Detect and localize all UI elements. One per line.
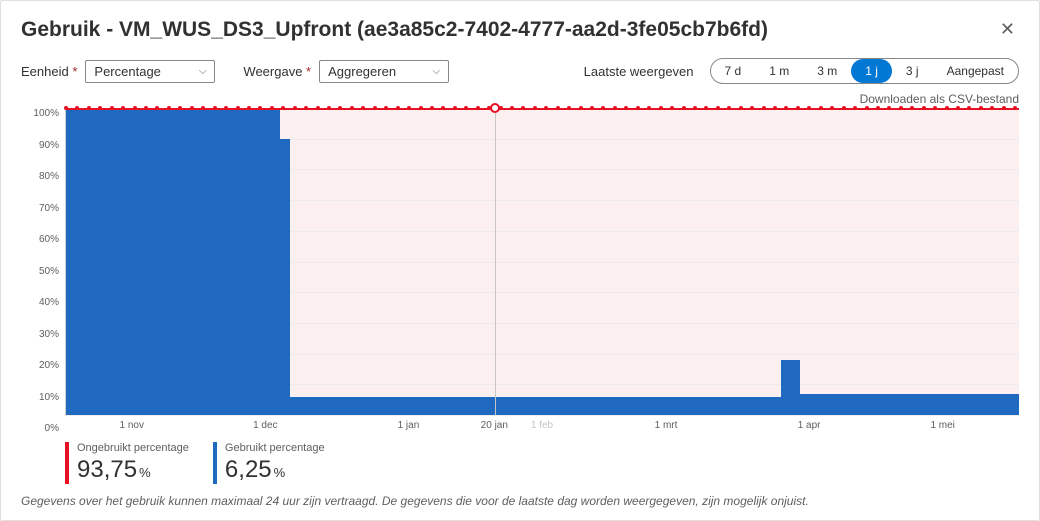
required-marker: * [306, 64, 311, 79]
footnote: Gegevens over het gebruik kunnen maximaa… [21, 488, 1019, 508]
x-axis: 1 nov 1 dec 1 jan 20 jan 1 feb 1 mrt 1 apr 1 me… [65, 416, 1019, 434]
y-tick: 90% [21, 140, 59, 151]
controls-bar: Eenheid * Percentage ⌵ Weergave * Aggreg… [21, 58, 1019, 84]
y-tick: 20% [21, 360, 59, 371]
y-tick: 10% [21, 392, 59, 403]
page-title: Gebruik - VM_WUS_DS3_Upfront (ae3a85c2-7… [21, 18, 768, 42]
used-area-segment [66, 108, 280, 415]
range-pill[interactable]: 3 m [803, 59, 851, 83]
stat-unused-label: Ongebruikt percentage [77, 442, 189, 454]
y-tick: 100% [21, 108, 59, 119]
view-dropdown-value: Aggregeren [328, 64, 396, 79]
used-area-segment [290, 397, 781, 415]
range-pill[interactable]: 7 d [711, 59, 756, 83]
x-tick: 1 mei [930, 420, 954, 431]
y-tick: 60% [21, 234, 59, 245]
range-label: Laatste weergeven [584, 64, 694, 79]
y-tick: 80% [21, 171, 59, 182]
x-tick: 1 dec [253, 420, 277, 431]
unit-dropdown-value: Percentage [94, 64, 161, 79]
y-tick: 70% [21, 203, 59, 214]
used-area-segment [800, 394, 1019, 415]
y-tick: 50% [21, 266, 59, 277]
close-icon[interactable]: ✕ [996, 15, 1019, 44]
stat-unused-value: 93,75% [77, 456, 189, 484]
view-dropdown[interactable]: Aggregeren ⌵ [319, 60, 449, 83]
range-pill[interactable]: 3 j [892, 59, 933, 83]
chart-container: 100% 90% 80% 70% 60% 50% 40% 30% 20% 10% 0% ONGEBR… [21, 108, 1019, 508]
y-axis: 100% 90% 80% 70% 60% 50% 40% 30% 20% 10% 0% [21, 108, 65, 434]
view-label: Weergave * [243, 64, 311, 79]
stat-used: Gebruikt percentage 6,25% [213, 442, 325, 484]
summary-stats: Ongebruikt percentage 93,75% Gebruikt pe… [21, 434, 1019, 488]
used-area-segment [781, 360, 800, 415]
range-pill[interactable]: 1 m [755, 59, 803, 83]
required-marker: * [72, 64, 77, 79]
x-tick: 20 jan [481, 420, 508, 431]
header: Gebruik - VM_WUS_DS3_Upfront (ae3a85c2-7… [21, 15, 1019, 44]
stat-unused: Ongebruikt percentage 93,75% [65, 442, 189, 484]
x-tick: 1 apr [798, 420, 821, 431]
download-csv-link[interactable]: Downloaden als CSV-bestand [21, 92, 1019, 106]
stat-used-value: 6,25% [225, 456, 325, 484]
x-tick: 1 jan [398, 420, 420, 431]
chevron-down-icon: ⌵ [433, 66, 441, 77]
chart-area: 100% 90% 80% 70% 60% 50% 40% 30% 20% 10% 0% ONGEBR… [21, 108, 1019, 434]
unit-label: Eenheid * [21, 64, 77, 79]
time-range-selector: 7 d1 m3 m1 j3 jAangepast [710, 58, 1019, 84]
hover-marker [490, 103, 500, 113]
stat-used-label: Gebruikt percentage [225, 442, 325, 454]
unit-dropdown[interactable]: Percentage ⌵ [85, 60, 215, 83]
x-tick: 1 feb [531, 420, 553, 431]
chevron-down-icon: ⌵ [199, 66, 207, 77]
hover-crosshair [495, 108, 496, 415]
used-area-segment [280, 139, 290, 415]
x-tick: 1 nov [120, 420, 144, 431]
range-pill[interactable]: 1 j [851, 59, 892, 83]
chart-plot[interactable]: ONGEBRUIKT PERCENTAGE GEBRUIKT PERCENTAG… [65, 108, 1019, 416]
y-tick: 0% [21, 423, 59, 434]
usage-panel: Gebruik - VM_WUS_DS3_Upfront (ae3a85c2-7… [0, 0, 1040, 521]
range-pill[interactable]: Aangepast [933, 59, 1018, 83]
x-tick: 1 mrt [655, 420, 678, 431]
y-tick: 30% [21, 329, 59, 340]
y-tick: 40% [21, 297, 59, 308]
